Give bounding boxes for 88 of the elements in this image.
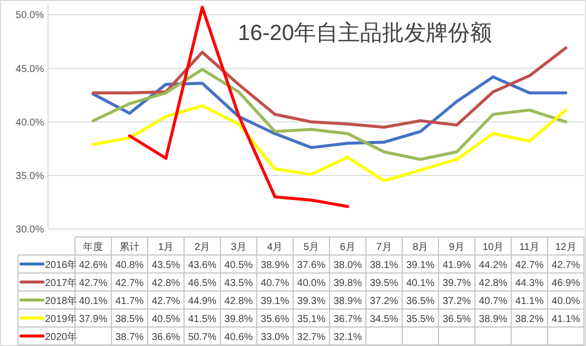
- y-tick-label: 30.0%: [16, 224, 44, 236]
- data-label: 41.7%: [115, 296, 144, 307]
- data-label: 39.3%: [297, 296, 326, 307]
- y-tick-label: 35.0%: [16, 170, 44, 182]
- data-label: 42.7%: [515, 260, 544, 271]
- data-label: 33.0%: [260, 332, 290, 343]
- data-label: 37.2%: [442, 296, 472, 307]
- data-label: 40.6%: [224, 332, 253, 343]
- data-label: 42.8%: [478, 278, 508, 289]
- x-tick-label: 12月: [555, 242, 576, 253]
- data-label: 40.1%: [79, 296, 108, 307]
- data-label: 40.1%: [406, 278, 435, 289]
- x-tick-label: 3月: [230, 242, 246, 253]
- data-label: 46.9%: [552, 278, 580, 289]
- data-label: 35.6%: [260, 314, 290, 325]
- legend-label: 2019年: [45, 313, 78, 325]
- x-tick-label: 1月: [158, 242, 174, 253]
- legend-label: 2018年: [45, 295, 78, 307]
- data-label: 41.5%: [188, 314, 217, 325]
- data-label: 46.5%: [188, 278, 217, 289]
- data-label: 40.8%: [115, 260, 144, 271]
- data-label: 42.7%: [115, 278, 144, 289]
- data-label: 41.1%: [515, 296, 544, 307]
- y-tick-label: 40.0%: [16, 117, 44, 128]
- data-label: 39.8%: [334, 278, 362, 289]
- x-tick-label: 累计: [120, 241, 140, 253]
- data-label: 42.8%: [224, 296, 253, 307]
- data-label: 43.5%: [152, 260, 180, 271]
- text: 16-20年自主品批发牌份额: [238, 20, 492, 45]
- x-tick-label: 9月: [448, 242, 465, 253]
- legend-label: 2020年: [45, 331, 78, 343]
- data-label: 38.1%: [370, 260, 398, 271]
- y-tick-label: 45.0%: [16, 64, 44, 75]
- data-label: 36.5%: [442, 314, 472, 325]
- data-label: 40.0%: [552, 296, 580, 307]
- data-label: 41.9%: [442, 260, 472, 271]
- legend-label: 2016年: [45, 259, 78, 271]
- data-label: 39.5%: [370, 278, 398, 289]
- data-label: 34.5%: [370, 314, 398, 325]
- data-label: 32.1%: [334, 332, 362, 343]
- data-label: 40.7%: [260, 278, 290, 289]
- data-label: 42.6%: [79, 260, 108, 271]
- data-label: 40.5%: [152, 314, 180, 325]
- data-label: 39.1%: [260, 296, 290, 307]
- x-tick-label: 2月: [194, 242, 210, 253]
- data-label: 38.9%: [478, 314, 508, 325]
- data-label: 50.7%: [188, 332, 217, 343]
- data-label: 44.2%: [478, 260, 508, 271]
- data-label: 39.7%: [442, 278, 472, 289]
- data-label: 42.7%: [152, 296, 180, 307]
- data-label: 40.5%: [224, 260, 253, 271]
- legend-label: 2017年: [45, 277, 78, 289]
- data-label: 38.2%: [515, 314, 544, 325]
- data-label: 37.9%: [79, 314, 108, 325]
- data-label: 32.7%: [297, 332, 326, 343]
- data-label: 38.7%: [115, 332, 144, 343]
- x-tick-label: 年度: [83, 241, 104, 253]
- data-label: 44.9%: [188, 296, 217, 307]
- data-label: 44.3%: [515, 278, 544, 289]
- data-label: 39.1%: [406, 260, 435, 271]
- x-tick-label: 7月: [376, 242, 392, 253]
- data-label: 36.7%: [334, 314, 362, 325]
- data-label: 42.7%: [79, 278, 108, 289]
- x-tick-label: 6月: [340, 242, 356, 253]
- data-label: 40.7%: [478, 296, 508, 307]
- x-tick-label: 11月: [519, 242, 540, 253]
- data-label: 38.0%: [334, 260, 362, 271]
- data-label: 42.8%: [152, 278, 180, 289]
- data-label: 43.5%: [224, 278, 253, 289]
- data-label: 38.9%: [260, 260, 290, 271]
- data-label: 35.1%: [297, 314, 326, 325]
- data-label: 42.7%: [552, 260, 580, 271]
- data-label: 41.1%: [552, 314, 580, 325]
- data-label: 38.9%: [334, 296, 362, 307]
- x-tick-label: 10月: [482, 242, 504, 253]
- data-label: 36.5%: [406, 296, 435, 307]
- x-tick-label: 4月: [267, 242, 283, 253]
- data-label: 39.8%: [224, 314, 253, 325]
- data-label: 40.0%: [297, 278, 326, 289]
- data-label: 35.5%: [406, 314, 435, 325]
- data-label: 38.5%: [115, 314, 144, 325]
- y-tick-label: 50.0%: [16, 10, 44, 22]
- x-tick-label: 8月: [412, 242, 428, 253]
- data-label: 37.6%: [297, 260, 326, 271]
- x-tick-label: 5月: [304, 242, 320, 253]
- data-label: 43.6%: [188, 260, 217, 271]
- data-label: 37.2%: [370, 296, 398, 307]
- data-label: 36.6%: [152, 332, 180, 343]
